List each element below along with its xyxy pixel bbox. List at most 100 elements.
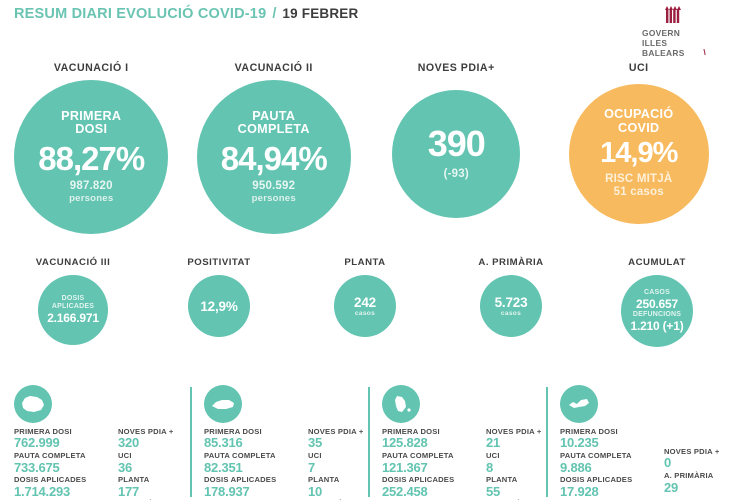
island-left-column: PRIMERA DOSI 762.999 PAUTA COMPLETA 733.… (14, 385, 110, 500)
circle-acumulat: CASOS 250.657 DEFUNCIONS 1.210 (+1) (621, 275, 693, 347)
circle-risk-level: RISC MITJÀ (605, 173, 673, 186)
metric-vacunacio-ii: VACUNACIÓ II PAUTA COMPLETA 84,94% 950.5… (183, 62, 366, 242)
metric-noves-pdia: NOVES PDIA+ 390 (-93) (365, 62, 548, 242)
metric-caption: VACUNACIÓ III (35, 257, 111, 268)
stat-value: 29 (664, 479, 679, 495)
stat-value: 0 (664, 455, 672, 471)
circle-sublabel-line1: PAUTA (252, 108, 296, 123)
island-left-column: PRIMERA DOSI 10.235 PAUTA COMPLETA 9.886… (560, 385, 656, 499)
stat-value: 9.886 (560, 459, 592, 475)
stat-value: 82.351 (204, 459, 243, 475)
circle-atencio-primaria: 5.723 casos (480, 275, 542, 337)
circle-primera-dosi: PRIMERA DOSI 88,27% 987.820 persones (14, 80, 169, 234)
page-header: RESUM DIARI EVOLUCIÓ COVID-19 / 19 FEBRE… (14, 6, 358, 22)
stat-label: UCI (308, 451, 322, 461)
stat-item: DOSIS APLICADES 1.714.293 (14, 475, 110, 499)
circle-pauta-completa: PAUTA COMPLETA 84,94% 950.592 persones (196, 80, 351, 234)
stat-item: PAUTA COMPLETA 733.675 (14, 451, 110, 475)
metric-positivitat: POSITIVITAT 12,9% (146, 257, 292, 367)
stat-value: 121.367 (382, 459, 428, 475)
island-panel-menorca: PRIMERA DOSI 85.316 PAUTA COMPLETA 82.35… (190, 385, 368, 500)
stat-label: DOSIS APLICADES (560, 475, 633, 485)
stat-item: NOVES PDIA + 0 (664, 447, 720, 471)
logo-line-2: ILLES (642, 37, 668, 48)
circle-sublabel-line1: OCUPACIÓ (604, 107, 674, 122)
island-right-column: NOVES PDIA + 0 A. PRIMÀRIA 29 (656, 385, 720, 499)
report-date: 19 FEBRER (282, 6, 359, 21)
eivissa-island-icon (382, 385, 420, 423)
metric-acumulat: ACUMULAT CASOS 250.657 DEFUNCIONS 1.210 … (584, 257, 730, 367)
stat-item: PRIMERA DOSI 85.316 (204, 427, 300, 451)
stat-item: A. PRIMÀRIA 29 (664, 471, 720, 495)
circle-planta: 242 casos (334, 275, 396, 337)
island-left-column: PRIMERA DOSI 125.828 PAUTA COMPLETA 121.… (382, 385, 478, 500)
circle-unit: casos (500, 310, 522, 317)
circle-value: 5.723 (494, 295, 528, 310)
circle-sublabel: OCUPACIÓ COVID (604, 108, 673, 136)
menorca-shape-icon (212, 400, 234, 409)
stat-value: 320 (118, 435, 140, 451)
govern-crest-icon (665, 6, 681, 23)
island-panel-mallorca: PRIMERA DOSI 762.999 PAUTA COMPLETA 733.… (0, 385, 190, 500)
circle-main-value: 390 (427, 123, 486, 165)
island-panel-eivissa: PRIMERA DOSI 125.828 PAUTA COMPLETA 121.… (368, 385, 546, 500)
stat-value: 36 (118, 459, 133, 475)
stat-value: 762.999 (14, 435, 60, 451)
stat-value: 35 (308, 435, 323, 451)
panel-divider (368, 387, 370, 497)
circle-uci-ocupacio: OCUPACIÓ COVID 14,9% RISC MITJÀ 51 casos (568, 84, 709, 224)
metric-vacunacio-iii: VACUNACIÓ III DOSIS APLICADES 2.166.971 (0, 257, 146, 367)
stat-label: UCI (486, 451, 500, 461)
stat-value: 1.714.293 (14, 483, 71, 499)
stat-label: NOVES PDIA + (118, 427, 174, 436)
metric-uci: UCI OCUPACIÓ COVID 14,9% RISC MITJÀ 51 c… (548, 62, 730, 242)
stat-value: 21 (486, 435, 501, 451)
stat-item: PRIMERA DOSI 762.999 (14, 427, 110, 451)
island-right-column: NOVES PDIA + 21 UCI 8 PLANTA 55 A. PRIMÀ… (478, 385, 542, 500)
stat-item: UCI 7 (308, 451, 364, 475)
stat-value: 17.928 (560, 483, 599, 499)
circle-positivitat: 12,9% (188, 275, 250, 337)
stat-label: PAUTA COMPLETA (382, 451, 454, 461)
mallorca-shape-icon (22, 396, 44, 412)
stat-value: 125.828 (382, 435, 428, 451)
circle-sublabel-line2: DOSI (75, 122, 108, 137)
stat-item: PLANTA 177 (118, 475, 174, 499)
stat-label: PLANTA (486, 475, 518, 485)
stat-item: UCI 8 (486, 451, 542, 475)
logo-line-1: GOVERN (642, 28, 681, 38)
stat-label: PAUTA COMPLETA (14, 451, 86, 461)
circle-sublabel: PRIMERA DOSI (61, 108, 122, 138)
circle-value-casos: 250.657 (636, 297, 678, 311)
metric-caption: VACUNACIÓ II (234, 62, 313, 74)
circle-sublabel-line2: COMPLETA (237, 122, 310, 137)
stat-value: 177 (118, 483, 140, 499)
stat-item: PRIMERA DOSI 125.828 (382, 427, 478, 451)
menorca-island-icon (204, 385, 242, 423)
mallorca-island-icon (14, 385, 52, 423)
island-left-column: PRIMERA DOSI 85.316 PAUTA COMPLETA 82.35… (204, 385, 300, 500)
circle-footnote-count: 950.592 (252, 180, 296, 193)
circle-sublabel-line1: PRIMERA (61, 108, 122, 123)
stat-value: 8 (486, 459, 494, 475)
circle-label-line1: DOSIS (61, 294, 85, 302)
stat-item: DOSIS APLICADES 178.937 (204, 475, 300, 499)
stat-label: PRIMERA DOSI (560, 427, 618, 436)
circle-footnote-unit: persones (69, 193, 114, 205)
stat-value: 7 (308, 459, 316, 475)
stat-label: NOVES PDIA + (486, 427, 542, 436)
stat-value: 55 (486, 483, 501, 499)
stat-label: PAUTA COMPLETA (560, 451, 632, 461)
eivissa-shape-icon (395, 396, 411, 412)
stat-label: NOVES PDIA + (664, 447, 720, 456)
stat-item: PLANTA 55 (486, 475, 542, 499)
stat-label: PRIMERA DOSI (382, 427, 440, 436)
circle-main-value: 14,9% (600, 137, 678, 170)
circle-footnote-delta: (-93) (443, 168, 469, 181)
secondary-metrics-row: VACUNACIÓ III DOSIS APLICADES 2.166.971 … (0, 257, 730, 367)
stat-item: UCI 36 (118, 451, 174, 475)
circle-value: 12,9% (200, 298, 238, 314)
stat-label: PLANTA (308, 475, 340, 485)
circle-sublabel: PAUTA COMPLETA (237, 108, 310, 138)
stat-label: PLANTA (118, 475, 150, 485)
